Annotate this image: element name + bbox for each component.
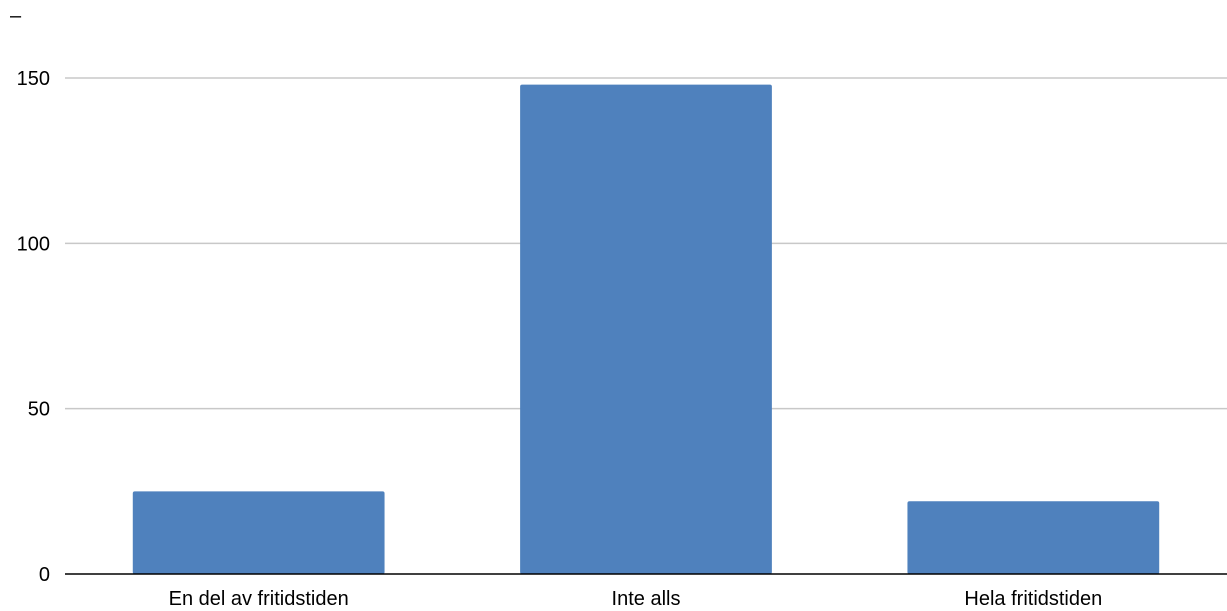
bar-2 [520,84,772,574]
bar-1 [132,491,385,574]
chart-title: – [10,5,22,27]
x-category-label: Inte alls [612,588,681,610]
y-axis-ticks: 0 50 100 150 [17,68,50,586]
bars [132,84,1160,574]
bar-3 [907,501,1160,574]
y-tick-label: 0 [39,564,50,586]
y-tick-label: 150 [17,68,50,90]
y-tick-label: 100 [17,233,50,255]
y-tick-label: 50 [28,399,50,421]
x-category-label: En del av fritidstiden [169,588,349,610]
x-category-label: Hela fritidstiden [964,588,1102,610]
x-axis-labels: En del av fritidstiden Inte alls Hela frit… [169,588,1103,610]
